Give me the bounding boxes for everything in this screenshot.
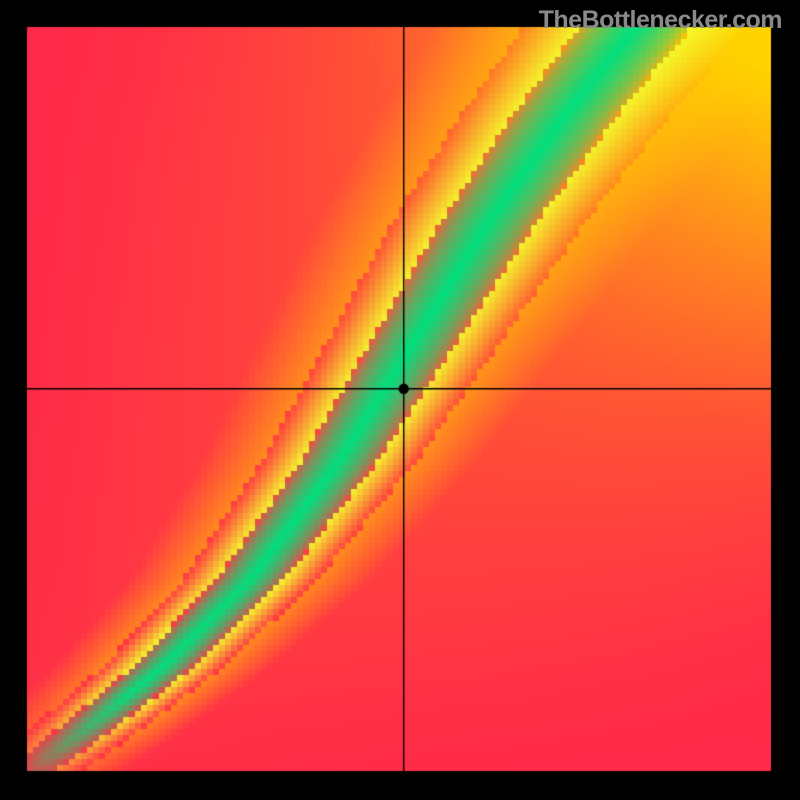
chart-container: TheBottlenecker.com [0,0,800,800]
watermark-text: TheBottlenecker.com [539,6,782,35]
heatmap-canvas [0,0,800,800]
